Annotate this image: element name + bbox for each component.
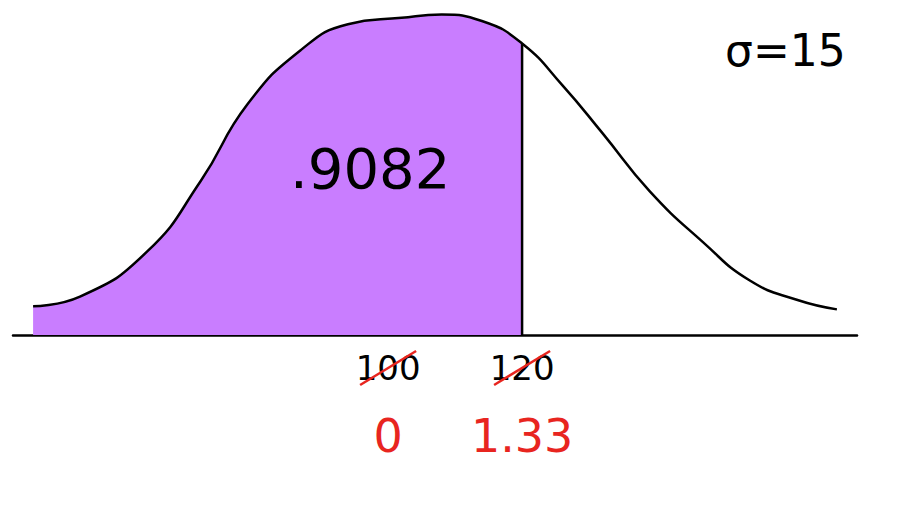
svg-text:σ=15: σ=15 — [725, 25, 846, 76]
svg-text:1.33: 1.33 — [471, 409, 573, 463]
svg-text:100: 100 — [356, 348, 421, 388]
svg-text:.9082: .9082 — [290, 136, 450, 201]
svg-text:120: 120 — [490, 348, 555, 388]
svg-text:0: 0 — [373, 409, 402, 463]
